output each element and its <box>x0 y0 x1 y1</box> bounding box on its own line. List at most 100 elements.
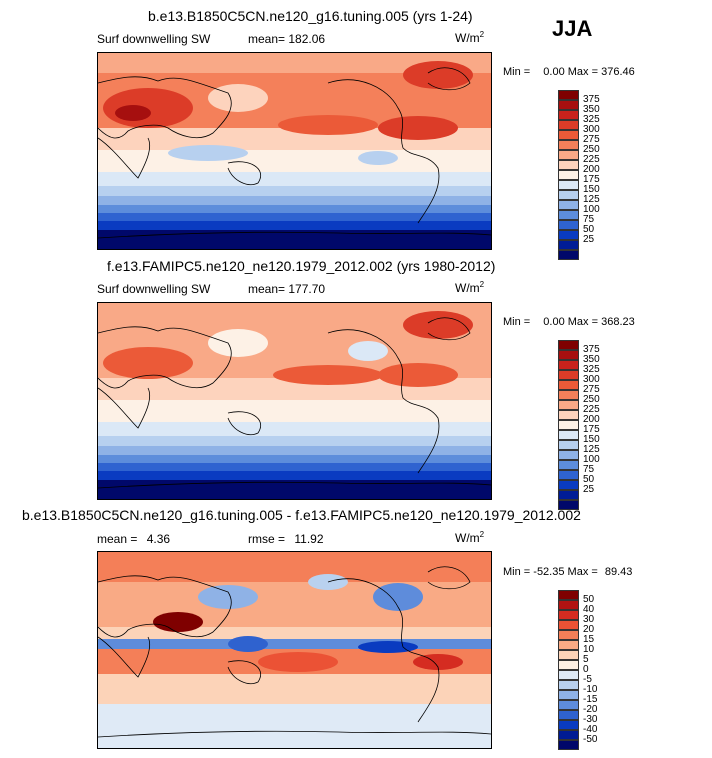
colorbar-cell <box>558 390 579 400</box>
colorbar-cell <box>558 680 579 690</box>
colorbar-cell <box>558 90 579 100</box>
colorbar-label: 175 <box>583 174 600 185</box>
colorbar-label: 225 <box>583 404 600 415</box>
colorbar-cell <box>558 140 579 150</box>
colorbar-label: 25 <box>583 234 595 245</box>
units-label: W/m2 <box>455 30 485 45</box>
colorbar-cell <box>558 380 579 390</box>
colorbar-label: -15 <box>583 694 598 705</box>
mean-value: 4.36 <box>146 532 171 546</box>
colorbar-cell <box>558 240 579 250</box>
colorbar-label: -40 <box>583 724 598 735</box>
colorbar-label: 100 <box>583 454 600 465</box>
colorbar-label: 30 <box>583 614 595 625</box>
colorbar-cell <box>558 710 579 720</box>
panel-title: b.e13.B1850C5CN.ne120_g16.tuning.005 - f… <box>22 507 581 523</box>
colorbar-label: 375 <box>583 344 600 355</box>
colorbar-label: 300 <box>583 124 600 135</box>
mean-stat: mean = 4.36 <box>97 532 170 546</box>
colorbar-cell <box>558 160 579 170</box>
colorbar-label: 275 <box>583 134 600 145</box>
colorbar-cell <box>558 730 579 740</box>
colorbar-label: 325 <box>583 114 600 125</box>
colorbar-cell <box>558 480 579 490</box>
panel-title: b.e13.B1850C5CN.ne120_g16.tuning.005 (yr… <box>148 8 473 24</box>
world-map-observations <box>97 302 492 500</box>
min-value: 0.00 <box>543 66 565 78</box>
min-value: -52.35 <box>533 566 565 578</box>
colorbar-label: -10 <box>583 684 598 695</box>
colorbar-cell <box>558 450 579 460</box>
colorbar-label: 5 <box>583 654 589 665</box>
colorbar-label: 20 <box>583 624 595 635</box>
min-max-readout: Min = -52.35 Max = 89.43 <box>503 566 632 578</box>
colorbar-cell <box>558 460 579 470</box>
colorbar-cell <box>558 350 579 360</box>
colorbar-label: -20 <box>583 704 598 715</box>
colorbar-cell <box>558 720 579 730</box>
max-label: Max = <box>567 66 599 78</box>
colorbar-cell <box>558 130 579 140</box>
colorbar-cell <box>558 590 579 600</box>
min-label: Min = <box>503 316 531 328</box>
colorbar-cell <box>558 740 579 750</box>
colorbar-cell <box>558 630 579 640</box>
colorbar-cell <box>558 410 579 420</box>
colorbar-label: 200 <box>583 414 600 425</box>
colorbar-label: 375 <box>583 94 600 105</box>
min-label: Min = <box>503 566 531 578</box>
units-label: W/m2 <box>455 280 485 295</box>
colorbar-cell <box>558 170 579 180</box>
max-value: 89.43 <box>604 566 633 578</box>
colorbar-label: 325 <box>583 364 600 375</box>
colorbar-label: 150 <box>583 184 600 195</box>
colorbar-cell <box>558 490 579 500</box>
min-value: 0.00 <box>543 316 565 328</box>
rmse-label: rmse = <box>248 532 286 546</box>
rmse-stat: rmse = 11.92 <box>248 532 324 546</box>
colorbar-cell <box>558 500 579 510</box>
colorbar-label: 275 <box>583 384 600 395</box>
colorbar-cell <box>558 600 579 610</box>
colorbar-cell <box>558 470 579 480</box>
mean-value: 182.06 <box>288 32 326 46</box>
season-label: JJA <box>552 16 593 41</box>
mean-label: mean= <box>248 32 286 46</box>
colorbar-label: 200 <box>583 164 600 175</box>
colorbar-label: 75 <box>583 464 595 475</box>
max-value: 376.46 <box>601 66 635 78</box>
colorbar-cell <box>558 110 579 120</box>
colorbar-cell <box>558 700 579 710</box>
colorbar-label: 25 <box>583 484 595 495</box>
max-label: Max = <box>567 566 598 578</box>
colorbar-cell <box>558 650 579 660</box>
colorbar-label: 0 <box>583 664 589 675</box>
world-map-model <box>97 52 492 250</box>
colorbar-cell <box>558 250 579 260</box>
world-map-difference <box>97 551 492 749</box>
colorbar-label: 50 <box>583 224 595 235</box>
colorbar-cell <box>558 360 579 370</box>
colorbar-cell <box>558 620 579 630</box>
colorbar-cell <box>558 200 579 210</box>
mean-label: mean= <box>248 282 286 296</box>
colorbar-label: 225 <box>583 154 600 165</box>
colorbar-cell <box>558 340 579 350</box>
mean-value: 177.70 <box>288 282 326 296</box>
colorbar-cell <box>558 640 579 650</box>
colorbar-label: 50 <box>583 594 595 605</box>
colorbar-cell <box>558 180 579 190</box>
colorbar-label: 250 <box>583 394 600 405</box>
colorbar-label: 150 <box>583 434 600 445</box>
colorbar-label: 175 <box>583 424 600 435</box>
units-label: W/m2 <box>455 530 485 545</box>
colorbar-cell <box>558 230 579 240</box>
colorbar-cell <box>558 610 579 620</box>
colorbar-cell <box>558 440 579 450</box>
colorbar-label: 350 <box>583 104 600 115</box>
colorbar-label: 300 <box>583 374 600 385</box>
min-max-readout: Min = 0.00 Max = 376.46 <box>503 66 635 78</box>
mean-stat: mean= 182.06 <box>248 32 325 46</box>
colorbar-label: -50 <box>583 734 598 745</box>
variable-label: Surf downwelling SW <box>97 32 211 46</box>
